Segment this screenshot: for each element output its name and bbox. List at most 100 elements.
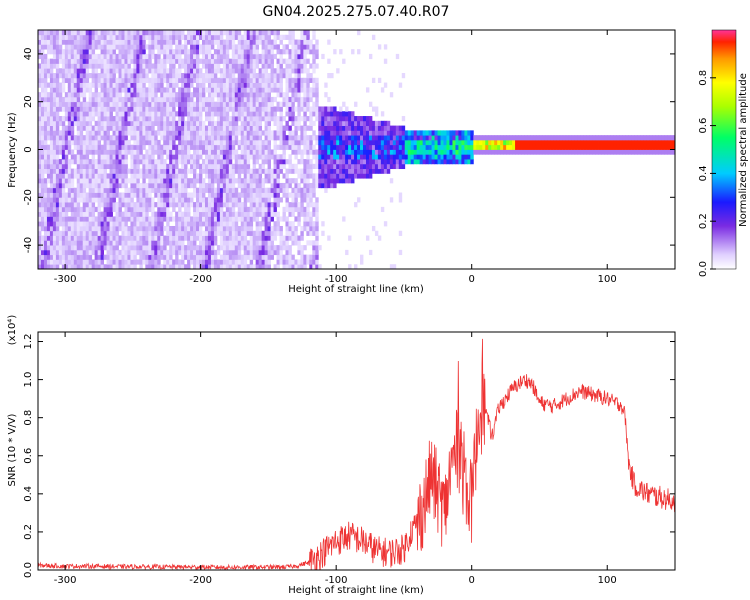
heatmap-cell	[85, 159, 90, 165]
heatmap-cell	[70, 264, 75, 269]
heatmap-cell	[196, 68, 200, 74]
heatmap-cell	[237, 202, 242, 208]
heatmap-cell	[151, 163, 155, 170]
heatmap-cell	[91, 44, 96, 50]
heatmap-cell	[273, 135, 277, 141]
heatmap-cell	[103, 135, 107, 141]
heatmap-cell	[357, 130, 361, 136]
heatmap-cell	[193, 235, 197, 241]
heatmap-cell	[204, 187, 209, 193]
heatmap-cell	[273, 168, 277, 174]
heatmap-cell	[160, 130, 164, 136]
heatmap-cell	[145, 58, 149, 64]
heatmap-cell	[181, 130, 185, 136]
heatmap-cell	[199, 259, 203, 265]
heatmap-cell	[231, 240, 236, 246]
heatmap-cell	[303, 149, 307, 155]
heatmap-cell	[383, 58, 388, 64]
heatmap-cell	[184, 245, 188, 251]
heatmap-cell	[440, 139, 444, 146]
heatmap-cell	[64, 259, 69, 265]
heatmap-cell	[151, 92, 155, 98]
heatmap-cell	[100, 106, 104, 112]
heatmap-cell	[321, 173, 325, 179]
heatmap-cell	[219, 240, 224, 246]
heatmap-cell	[526, 144, 531, 150]
heatmap-cell	[169, 245, 173, 251]
heatmap-cell	[73, 249, 78, 256]
heatmap-cell	[237, 144, 242, 150]
heatmap-cell	[94, 240, 99, 246]
heatmap-cell	[240, 235, 245, 241]
heatmap-cell	[261, 77, 266, 83]
heatmap-cell	[94, 139, 99, 146]
heatmap-cell	[157, 120, 161, 126]
heatmap-cell	[279, 39, 283, 45]
heatmap-cell	[196, 130, 200, 136]
heatmap-cell	[43, 58, 48, 64]
heatmap-cell	[255, 53, 260, 60]
heatmap-cell	[118, 58, 122, 64]
heatmap-cell	[524, 139, 528, 146]
heatmap-cell	[312, 101, 316, 107]
heatmap-cell	[163, 68, 167, 74]
heatmap-cell	[240, 87, 245, 93]
heatmap-cell	[142, 34, 146, 40]
heatmap-cell	[398, 149, 403, 155]
heatmap-cell	[261, 192, 266, 198]
heatmap-cell	[234, 211, 239, 217]
heatmap-cell	[124, 49, 128, 55]
heatmap-cell	[148, 192, 152, 198]
heatmap-cell	[91, 116, 96, 122]
heatmap-cell	[249, 87, 254, 93]
heatmap-cell	[154, 221, 158, 227]
heatmap-cell	[273, 221, 277, 227]
heatmap-cell	[55, 192, 60, 198]
heatmap-cell	[252, 44, 257, 50]
heatmap-cell	[196, 34, 200, 40]
heatmap-cell	[124, 144, 128, 150]
heatmap-cell	[318, 130, 322, 136]
heatmap-cell	[38, 149, 42, 155]
heatmap-cell	[291, 39, 295, 45]
heatmap-cell	[97, 264, 102, 269]
heatmap-cell	[258, 154, 263, 160]
heatmap-cell	[103, 30, 107, 36]
heatmap-cell	[264, 49, 268, 55]
heatmap-cell	[273, 130, 277, 136]
heatmap-cell	[243, 77, 248, 83]
heatmap-cell	[285, 192, 289, 198]
heatmap-cell	[61, 259, 66, 265]
heatmap-cell	[521, 144, 525, 150]
heatmap-cell	[264, 106, 268, 112]
heatmap-cell	[201, 34, 206, 40]
heatmap-cell	[97, 259, 102, 265]
heatmap-cell	[425, 144, 430, 150]
heatmap-cell	[252, 264, 257, 269]
heatmap-cell	[243, 106, 248, 112]
heatmap-cell	[79, 68, 84, 74]
heatmap-cell	[210, 221, 215, 227]
heatmap-cell	[40, 130, 45, 136]
heatmap-cell	[190, 44, 194, 50]
heatmap-cell	[61, 240, 66, 246]
heatmap-cell	[210, 259, 215, 265]
heatmap-cell	[85, 249, 90, 256]
heatmap-cell	[300, 30, 304, 36]
heatmap-cell	[79, 82, 84, 88]
heatmap-cell	[193, 249, 197, 256]
heatmap-cell	[249, 82, 254, 88]
heatmap-cell	[360, 135, 364, 141]
heatmap-cell	[342, 168, 346, 174]
heatmap-cell	[246, 135, 251, 141]
heatmap-cell	[154, 163, 158, 170]
heatmap-cell	[46, 254, 51, 260]
heatmap-cell	[276, 77, 280, 83]
heatmap-cell	[139, 225, 143, 232]
heatmap-cell	[255, 264, 260, 269]
heatmap-cell	[151, 159, 155, 165]
heatmap-cell	[169, 34, 173, 40]
heatmap-cell	[243, 87, 248, 93]
heatmap-cell	[273, 182, 277, 189]
heatmap-cell	[91, 163, 96, 170]
